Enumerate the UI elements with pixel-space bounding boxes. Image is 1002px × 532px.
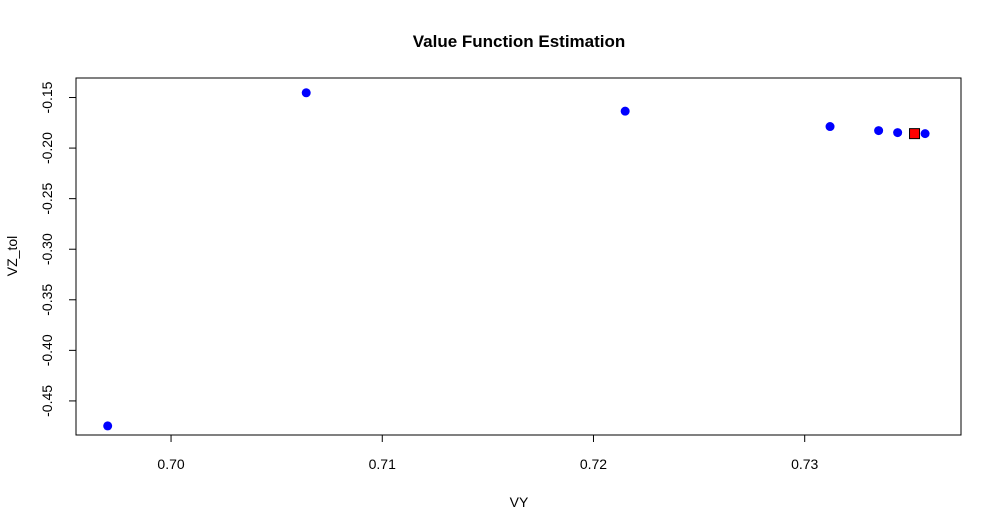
plot-area-frame — [75, 77, 962, 436]
y-axis-label: VZ_tol — [4, 236, 20, 276]
y-tick-label: -0.25 — [39, 182, 55, 214]
x-tick-label: 0.71 — [369, 456, 396, 472]
data-point — [103, 421, 113, 431]
y-tick-label: -0.20 — [39, 132, 55, 164]
y-tick-label: -0.35 — [39, 284, 55, 316]
y-tick-label: -0.15 — [39, 81, 55, 113]
data-point — [893, 128, 903, 138]
data-points — [103, 88, 930, 431]
data-point — [920, 129, 930, 139]
y-tick-label: -0.40 — [39, 334, 55, 366]
data-point — [301, 88, 311, 98]
y-axis: -0.45 -0.40 -0.35 -0.30 -0.25 -0.20 -0.15 — [39, 81, 77, 417]
x-tick-label: 0.72 — [580, 456, 607, 472]
x-axis: 0.70 0.71 0.72 0.73 — [157, 434, 819, 472]
chart-title: Value Function Estimation — [413, 32, 626, 51]
x-tick-label: 0.70 — [157, 456, 184, 472]
data-point — [874, 126, 884, 136]
x-axis-label: VY — [510, 494, 529, 510]
x-tick-label: 0.73 — [791, 456, 818, 472]
y-tick-label: -0.45 — [39, 385, 55, 417]
data-point — [825, 122, 835, 132]
highlight-point — [909, 128, 921, 140]
y-tick-label: -0.30 — [39, 233, 55, 265]
data-point — [620, 106, 630, 116]
